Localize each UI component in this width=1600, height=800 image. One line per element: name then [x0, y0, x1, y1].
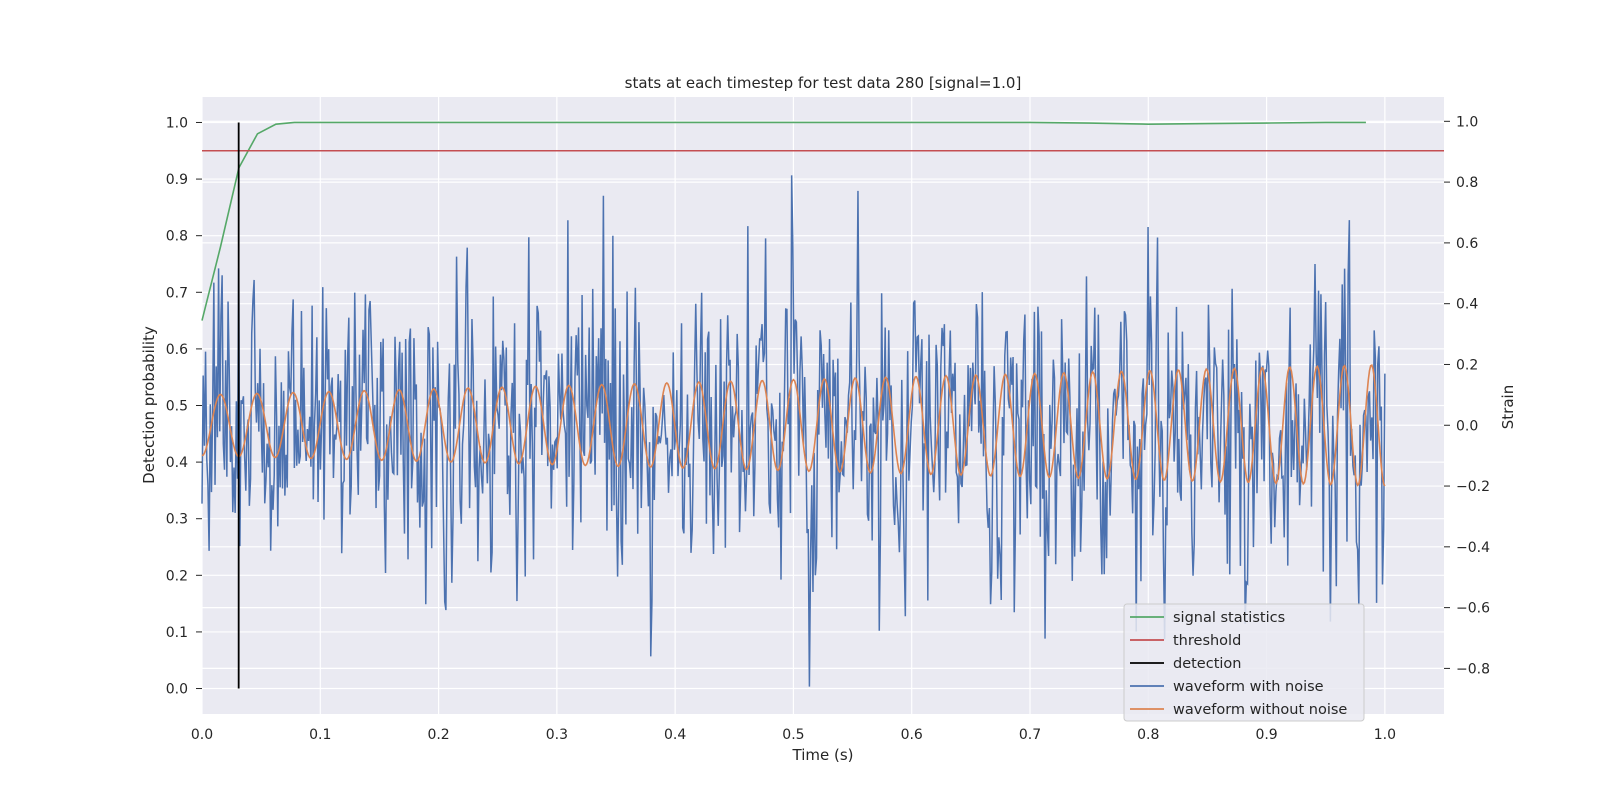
x-tick-label-4: 0.4: [664, 727, 686, 743]
y-left-tick-label-10: 1.0: [166, 115, 188, 131]
y-left-tick-label-8: 0.8: [166, 229, 188, 245]
y-axis-right-label: Strain: [1499, 385, 1517, 429]
legend-box: [1123, 603, 1365, 722]
legend-label-threshold: threshold: [1173, 633, 1241, 649]
x-tick-label-3: 0.3: [546, 727, 568, 743]
y-left-tick-label-0: 0.0: [166, 682, 188, 698]
x-tick-label-7: 0.7: [1019, 727, 1041, 743]
y-right-tick-label-8: 0.8: [1456, 175, 1478, 191]
y-right-tick-label-2: −0.4: [1456, 540, 1490, 556]
y-axis-left-label: Detection probability: [140, 326, 158, 484]
y-right-tick-label-0: −0.8: [1456, 661, 1490, 677]
x-tick-label-10: 1.0: [1374, 727, 1396, 743]
x-tick-label-6: 0.6: [901, 727, 923, 743]
x-tick-label-8: 0.8: [1137, 727, 1159, 743]
y-left-tick-label-2: 0.2: [166, 568, 188, 584]
y-left-tick-label-6: 0.6: [166, 342, 188, 358]
y-left-tick-label-3: 0.3: [166, 512, 188, 528]
legend-label-waveform-without-noise: waveform without noise: [1173, 702, 1347, 718]
y-right-tick-label-6: 0.4: [1456, 297, 1478, 313]
legend-label-waveform-with-noise: waveform with noise: [1173, 679, 1324, 695]
y-right-tick-label-4: 0.0: [1456, 418, 1478, 434]
series-waveform-with-noise: [201, 175, 1386, 687]
ticks: 0.0 0.1 0.2 0.3 0.4 0.5 0.6 0.7 0.8 0.9 1.0 0.0 0.1 0…: [166, 114, 1490, 743]
legend: signal statistics threshold detection wa…: [1123, 603, 1365, 722]
x-axis-label: Time (s): [792, 746, 854, 764]
y-right-tick-label-5: 0.2: [1456, 357, 1478, 373]
x-tick-label-5: 0.5: [782, 727, 804, 743]
y-left-tick-label-4: 0.4: [166, 455, 188, 471]
y-left-tick-label-1: 0.1: [166, 625, 188, 641]
legend-label-signal-statistics: signal statistics: [1173, 610, 1285, 626]
y-right-tick-label-9: 1.0: [1456, 114, 1478, 130]
y-right-tick-label-1: −0.6: [1456, 601, 1490, 617]
series-waveform-without-noise: [201, 364, 1386, 487]
x-tick-label-1: 0.1: [309, 727, 331, 743]
series-signal-statistics: [201, 121, 1366, 321]
x-tick-label-0: 0.0: [191, 727, 213, 743]
legend-label-detection: detection: [1173, 656, 1241, 672]
x-tick-label-2: 0.2: [427, 727, 449, 743]
x-tick-label-9: 0.9: [1255, 727, 1277, 743]
y-right-tick-label-3: −0.2: [1456, 479, 1490, 495]
y-left-tick-label-5: 0.5: [166, 399, 188, 415]
y-left-tick-label-9: 0.9: [166, 172, 188, 188]
series-layer: [201, 121, 1444, 689]
chart-title: stats at each timestep for test data 280…: [625, 74, 1022, 92]
y-left-tick-label-7: 0.7: [166, 285, 188, 301]
y-right-tick-label-7: 0.6: [1456, 236, 1478, 252]
